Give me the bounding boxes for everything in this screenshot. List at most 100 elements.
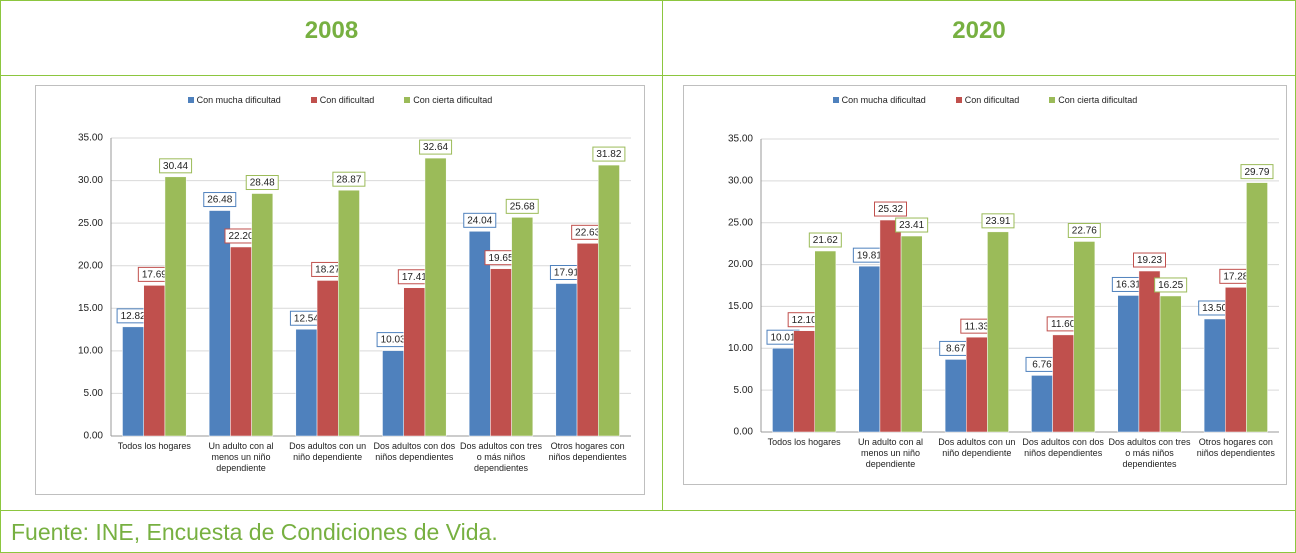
bar bbox=[122, 326, 144, 437]
bar bbox=[338, 189, 360, 437]
data-label: 17.91 bbox=[554, 268, 579, 279]
data-label: 31.82 bbox=[596, 149, 621, 160]
data-label: 25.32 bbox=[878, 204, 903, 215]
bar bbox=[490, 268, 512, 437]
data-label: 32.64 bbox=[423, 142, 448, 153]
chart: 0.00 5.00 10.00 15.00 20.00 25.00 30.00 35.00 12… bbox=[35, 85, 645, 495]
chart: 0.00 5.00 10.00 15.00 20.00 25.00 30.00 35.00 10… bbox=[683, 85, 1287, 485]
y-tick-label: 0.00 bbox=[84, 431, 104, 442]
data-label: 17.41 bbox=[402, 272, 427, 283]
data-label: 19.65 bbox=[488, 253, 513, 264]
y-tick-label: 5.00 bbox=[734, 385, 754, 396]
data-label-box bbox=[463, 212, 497, 228]
bar bbox=[576, 243, 599, 437]
data-label: 19.23 bbox=[1137, 255, 1162, 266]
bar bbox=[511, 217, 534, 437]
bar bbox=[1073, 241, 1096, 433]
bar bbox=[295, 328, 318, 437]
legend-swatch bbox=[310, 97, 317, 103]
bar bbox=[403, 287, 426, 437]
data-label: 12.10 bbox=[792, 315, 817, 326]
data-label-box bbox=[874, 201, 907, 217]
bar bbox=[1117, 295, 1140, 433]
bar bbox=[1138, 270, 1161, 433]
source: Fuente: INE, Encuesta de Condiciones de … bbox=[11, 519, 498, 545]
bar bbox=[1159, 295, 1182, 433]
data-label: 12.54 bbox=[294, 313, 319, 324]
y-tick-label: 10.00 bbox=[728, 343, 753, 354]
data-label: 11.33 bbox=[965, 321, 990, 332]
x-tick-label: Todos los hogares bbox=[117, 441, 191, 451]
data-label: 28.87 bbox=[336, 174, 361, 185]
y-tick-label: 5.00 bbox=[84, 388, 104, 399]
data-label-box bbox=[1154, 277, 1188, 293]
data-label: 22.20 bbox=[228, 231, 253, 242]
x-tick-label: Dos adultos con un niño dependiente bbox=[938, 437, 1016, 458]
legend-swatch bbox=[832, 97, 839, 103]
data-label: 18.27 bbox=[315, 265, 340, 276]
x-tick-label: Un adulto con al menos un niño dependien… bbox=[857, 437, 924, 469]
legend-label: Con mucha dificultad bbox=[196, 95, 281, 105]
data-label: 16.31 bbox=[1116, 280, 1141, 291]
data-label: 17.69 bbox=[142, 270, 167, 281]
bar bbox=[251, 193, 274, 437]
data-label: 29.79 bbox=[1244, 167, 1269, 178]
data-label: 11.60 bbox=[1051, 319, 1076, 330]
bar bbox=[598, 164, 620, 437]
bar bbox=[966, 336, 988, 433]
data-label: 23.41 bbox=[899, 220, 924, 231]
data-label: 13.50 bbox=[1202, 303, 1227, 314]
legend-item: Con cierta dificultad bbox=[404, 95, 492, 105]
data-label: 6.76 bbox=[1032, 360, 1052, 371]
bar bbox=[1203, 318, 1226, 433]
bar bbox=[316, 280, 339, 437]
data-label: 8.67 bbox=[946, 344, 966, 355]
y-tick-label: 30.00 bbox=[78, 175, 103, 186]
legend-item: Con dificultad bbox=[955, 95, 1020, 105]
data-label: 10.03 bbox=[381, 335, 406, 346]
header-cell: 2008 bbox=[0, 0, 663, 76]
legend-label: Con cierta dificultad bbox=[413, 95, 493, 105]
data-label-box bbox=[505, 198, 539, 214]
legend: Con mucha dificultad Con dificultad Con ci… bbox=[36, 95, 644, 105]
legend-swatch bbox=[955, 97, 962, 103]
data-label: 21.62 bbox=[813, 235, 838, 246]
data-label-box bbox=[1067, 222, 1101, 238]
bar bbox=[1225, 287, 1247, 433]
legend-swatch bbox=[1049, 97, 1056, 103]
bar bbox=[555, 283, 578, 437]
y-tick-label: 35.00 bbox=[728, 134, 753, 145]
y-tick-label: 20.00 bbox=[728, 259, 753, 270]
bar bbox=[230, 246, 252, 437]
y-tick-label: 35.00 bbox=[78, 133, 103, 144]
legend-item: Con mucha dificultad bbox=[832, 95, 926, 105]
bar bbox=[143, 285, 166, 437]
bar bbox=[382, 350, 404, 437]
x-tick-label: Dos adultos con un niño dependiente bbox=[289, 441, 367, 462]
data-label: 22.63 bbox=[575, 227, 600, 238]
legend-item: Con mucha dificultad bbox=[187, 95, 281, 105]
bar bbox=[164, 176, 187, 437]
legend-label: Con dificultad bbox=[964, 95, 1020, 105]
header: 2008 bbox=[304, 17, 359, 44]
data-label: 17.28 bbox=[1223, 271, 1248, 282]
legend-item: Con dificultad bbox=[310, 95, 374, 105]
header: 2020 bbox=[952, 17, 1006, 44]
data-label: 22.76 bbox=[1072, 226, 1097, 237]
data-label: 16.25 bbox=[1158, 280, 1183, 291]
data-label-box bbox=[1240, 164, 1274, 180]
data-label: 25.68 bbox=[510, 201, 535, 212]
data-label-box bbox=[808, 232, 842, 248]
bar bbox=[900, 235, 923, 433]
y-tick-label: 25.00 bbox=[728, 217, 753, 228]
x-tick-label: Un adulto con al menos un niño dependien… bbox=[208, 441, 274, 473]
bar bbox=[793, 330, 815, 433]
data-label: 12.82 bbox=[121, 311, 146, 322]
header-cell: 2020 bbox=[662, 0, 1296, 76]
legend-label: Con cierta dificultad bbox=[1058, 95, 1138, 105]
legend-swatch bbox=[187, 97, 194, 103]
bar bbox=[1031, 375, 1053, 433]
legend: Con mucha dificultad Con dificultad Con ci… bbox=[684, 95, 1286, 105]
data-label-box bbox=[159, 158, 193, 174]
